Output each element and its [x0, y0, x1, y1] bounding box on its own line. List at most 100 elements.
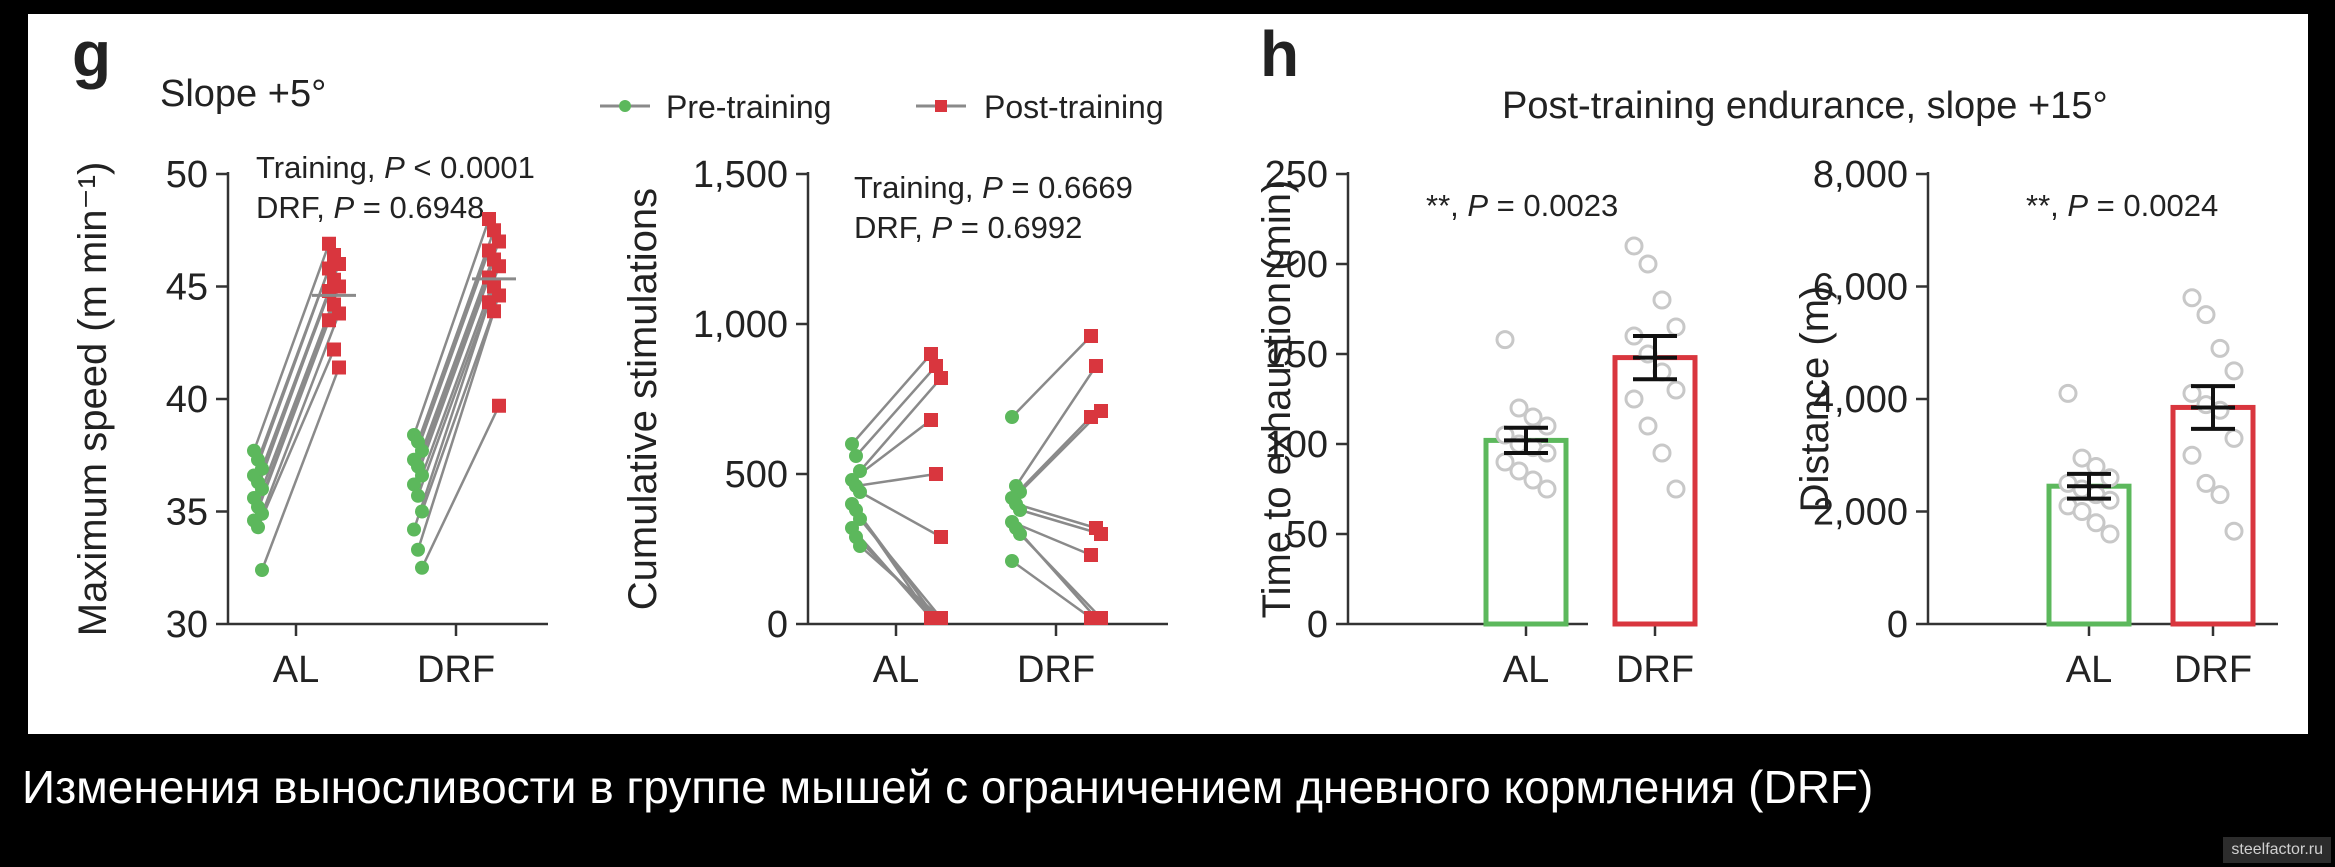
speed-pair-line	[252, 268, 331, 476]
stim-pre-point	[1013, 503, 1027, 517]
watermark: steelfactor.ru	[2223, 837, 2331, 863]
figure-svg: g h Slope +5° Post-training endurance, slop…	[71, 18, 2278, 691]
stim-post-point	[1084, 329, 1098, 343]
legend-pre-label: Pre-training	[666, 89, 831, 125]
speed-pair-line	[416, 286, 496, 497]
panel-label-h: h	[1260, 18, 1299, 90]
stim-pair-line	[859, 545, 942, 619]
time-ytick-label: 150	[1265, 334, 1328, 376]
speed-post-point	[482, 212, 496, 226]
stim-post-point	[924, 347, 938, 361]
dist-point	[2100, 524, 2120, 544]
dist-ytick-label: 8,000	[1813, 154, 1908, 196]
speed-pair-line	[412, 301, 491, 530]
time-point	[1638, 254, 1658, 274]
dist-xtick-label: AL	[2066, 649, 2112, 691]
dist-point	[2182, 288, 2202, 308]
caption: Изменения выносливости в группе мышей с …	[22, 761, 1874, 813]
dist-ytick-label: 6,000	[1813, 267, 1908, 309]
panel-label-g: g	[72, 18, 111, 90]
time-point	[1652, 443, 1672, 463]
speed-pre-point	[415, 443, 429, 458]
stim-ytick-label: 1,500	[693, 154, 788, 196]
stim-pre-point	[1005, 554, 1019, 568]
speed-pair-line	[256, 349, 336, 528]
speed-post-point	[492, 259, 506, 274]
speed-post-point	[327, 342, 341, 357]
time-point	[1523, 470, 1543, 490]
stim-pair-line	[1011, 416, 1092, 499]
speed-pre-point	[407, 522, 421, 537]
stim-ytick-label: 500	[725, 454, 788, 496]
time-point	[1624, 389, 1644, 409]
speed-pair-line	[412, 250, 491, 461]
time-point	[1509, 461, 1529, 481]
stim-pair-line	[1019, 508, 1102, 536]
stim-annotation: Training, P = 0.6669	[854, 170, 1133, 205]
stim-pair-line	[1011, 559, 1092, 620]
stim-pair-line	[851, 353, 932, 445]
speed-pre-point	[411, 542, 425, 557]
stim-ytick-label: 1,000	[693, 304, 788, 346]
stim-pair-line	[1019, 410, 1102, 493]
dist-ytick-label: 0	[1887, 604, 1908, 646]
dist-point	[2058, 383, 2078, 403]
speed-pair-line	[420, 405, 501, 569]
stim-pre-point	[845, 437, 859, 451]
dist-point	[2086, 513, 2106, 533]
speed-pre-point	[251, 520, 265, 535]
speed-post-point	[487, 304, 501, 319]
stim-post-point	[934, 371, 948, 385]
speed-pre-point	[415, 560, 429, 575]
stim-pair-line	[1011, 335, 1092, 418]
stim-post-point	[1084, 548, 1098, 562]
stim-pair-line	[1015, 502, 1097, 530]
speed-ytick-label: 50	[166, 154, 208, 196]
legend-post-label: Post-training	[984, 89, 1164, 125]
stim-pre-point	[849, 449, 863, 463]
figure-panel: g h Slope +5° Post-training endurance, slop…	[28, 14, 2308, 734]
stim-post-point	[934, 530, 948, 544]
stim-post-point	[929, 467, 943, 481]
dist-xtick-label: DRF	[2174, 649, 2252, 691]
speed-post-point	[322, 236, 336, 251]
speed-post-point	[492, 398, 506, 413]
stim-pre-point	[853, 464, 867, 478]
stim-xtick-label: DRF	[1017, 649, 1095, 691]
time-xtick-label: DRF	[1616, 649, 1694, 691]
dist-ytick-label: 4,000	[1813, 379, 1908, 421]
dist-point	[2196, 305, 2216, 325]
stim-pre-point	[853, 485, 867, 499]
dist-ylabel: Distance (m)	[1793, 286, 1837, 513]
speed-ytick-label: 35	[166, 492, 208, 534]
stim-pre-point	[853, 512, 867, 526]
speed-annotation: DRF, P = 0.6948	[256, 190, 484, 225]
speed-xtick-label: AL	[273, 649, 319, 691]
speed-post-point	[322, 313, 336, 328]
speed-pre-point	[415, 468, 429, 483]
speed-post-point	[487, 223, 501, 238]
time-ytick-label: 200	[1265, 244, 1328, 286]
speed-pre-point	[411, 488, 425, 503]
stim-pair-line	[855, 472, 937, 488]
time-annotation: **, P = 0.0023	[1426, 188, 1618, 223]
stim-pre-point	[853, 539, 867, 553]
stim-pair-line	[859, 518, 942, 619]
speed-pair-line	[416, 229, 496, 443]
time-point	[1509, 398, 1529, 418]
dist-point	[2210, 485, 2230, 505]
time-point	[1624, 236, 1644, 256]
time-point	[1523, 407, 1543, 427]
dist-point	[2210, 338, 2230, 358]
speed-pair-line	[260, 313, 341, 515]
speed-ytick-label: 45	[166, 267, 208, 309]
time-ytick-label: 0	[1307, 604, 1328, 646]
speed-pre-point	[255, 563, 269, 577]
dist-point	[2196, 473, 2216, 493]
speed-ylabel: Maximum speed (m min⁻¹)	[71, 162, 115, 637]
speed-pair-line	[252, 243, 331, 452]
stim-post-point	[929, 359, 943, 373]
stim-pre-point	[1005, 410, 1019, 424]
speed-pair-line	[416, 259, 496, 467]
stim-post-point	[934, 611, 948, 625]
